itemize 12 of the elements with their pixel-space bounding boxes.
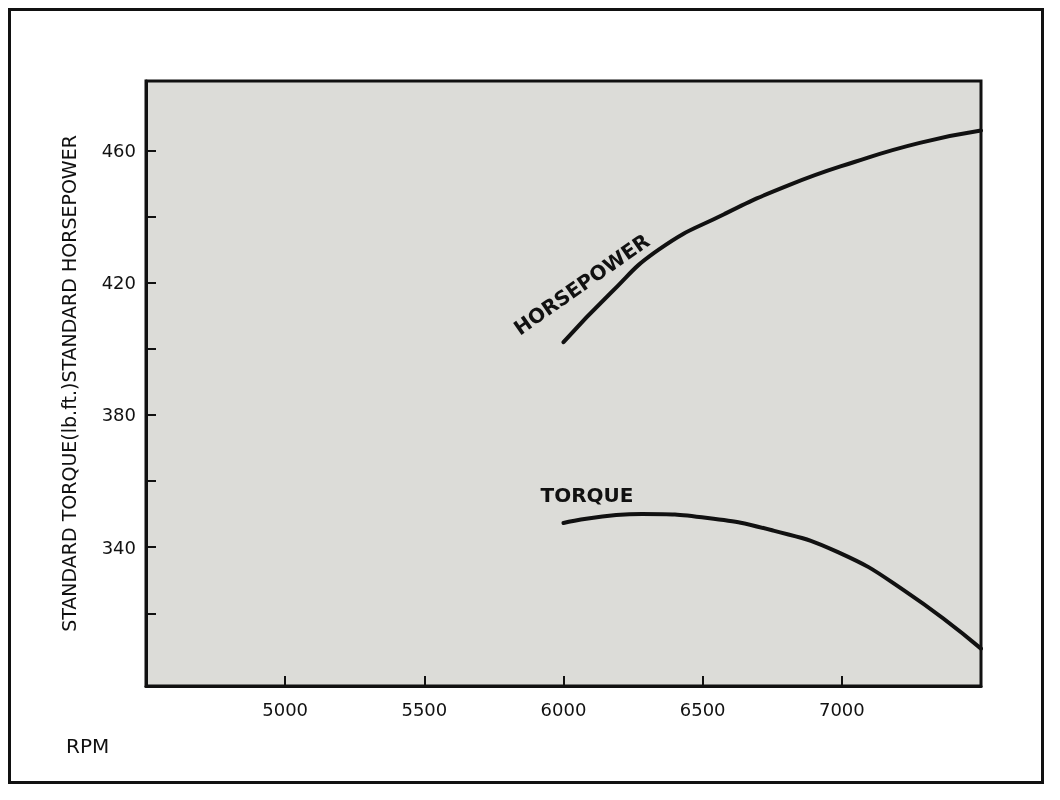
y-tick-label: 420 — [101, 272, 136, 294]
x-axis-title: RPM — [66, 734, 110, 758]
y-axis-title: STANDARD TORQUE(lb.ft.)STANDARD HORSEPOWER — [57, 135, 80, 632]
x-tick-label: 5500 — [401, 698, 448, 720]
x-tick-label: 7000 — [818, 698, 865, 720]
y-tick-label: 380 — [101, 404, 136, 426]
x-tick-label: 6500 — [679, 698, 726, 720]
y-tick-label: 340 — [101, 536, 136, 558]
y-tick-label: 460 — [101, 139, 136, 161]
series-label: TORQUE — [540, 483, 634, 508]
x-tick-label: 5000 — [262, 698, 309, 720]
x-tick-label: 6000 — [540, 698, 587, 720]
